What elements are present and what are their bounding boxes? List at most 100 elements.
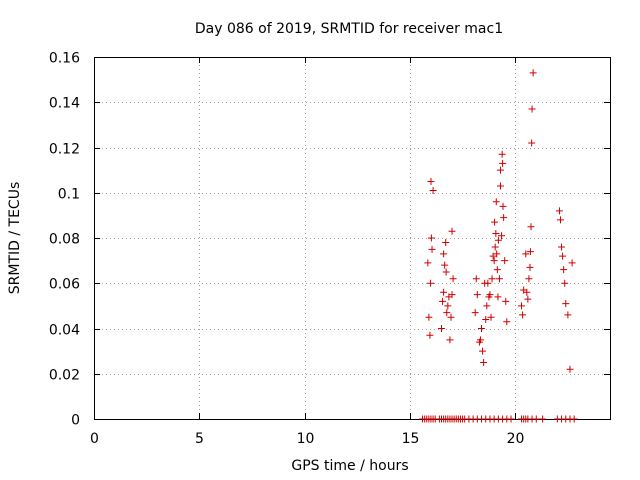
data-point: [529, 69, 537, 77]
data-point: [496, 182, 504, 190]
data-point: [424, 259, 432, 267]
data-point: [532, 415, 540, 423]
data-point: [555, 207, 563, 215]
data-point: [489, 252, 497, 260]
y-tick-label: 0.16: [49, 51, 80, 67]
y-axis-title: SRMTID / TECUs: [7, 182, 23, 295]
data-point: [487, 313, 495, 321]
data-point: [443, 309, 451, 317]
data-point: [525, 275, 533, 283]
data-point: [440, 250, 448, 258]
data-point: [442, 239, 450, 247]
data-point: [568, 259, 576, 267]
data-point: [559, 252, 567, 260]
data-point: [438, 325, 446, 332]
data-point: [500, 214, 508, 222]
data-point: [524, 295, 532, 303]
data-point: [473, 291, 481, 299]
data-point: [557, 216, 565, 224]
data-point: [499, 159, 507, 167]
data-point: [523, 288, 531, 296]
data-point: [428, 245, 436, 253]
data-point: [429, 186, 437, 194]
data-point: [488, 275, 496, 283]
data-point: [539, 415, 547, 423]
data-point: [522, 250, 530, 258]
tick-labels: 0 5 10 15 20 0 0.02 0.04 0.06 0.08 0.1 0.12 0.14 0.16: [49, 51, 525, 448]
x-tick-label: 15: [402, 431, 420, 447]
data-point: [448, 227, 456, 235]
data-point: [491, 218, 499, 226]
series-srmtid: [419, 69, 578, 423]
y-tick-label: 0.08: [49, 232, 80, 248]
data-point: [499, 202, 507, 210]
data-point: [502, 297, 510, 305]
x-axis-title: GPS time / hours: [291, 458, 408, 474]
ticks: [94, 57, 610, 420]
data-point: [479, 347, 487, 355]
data-point: [444, 302, 452, 310]
data-point: [447, 313, 455, 321]
data-point: [427, 234, 435, 242]
data-point: [442, 268, 450, 276]
y-tick-label: 0.1: [58, 187, 80, 203]
data-point: [493, 266, 501, 274]
data-point: [446, 336, 454, 344]
y-tick-label: 0.02: [49, 368, 80, 384]
y-tick-label: 0.06: [49, 277, 80, 293]
x-tick-label: 10: [297, 431, 315, 447]
data-point: [558, 243, 566, 251]
data-point: [519, 311, 527, 319]
data-point: [493, 250, 501, 258]
data-point: [526, 263, 534, 271]
data-point: [566, 365, 574, 373]
data-point: [560, 266, 568, 274]
grid: [94, 57, 610, 419]
data-point: [526, 248, 534, 256]
data-point: [427, 279, 435, 287]
data-point: [528, 105, 536, 113]
data-point: [492, 198, 500, 206]
y-tick-label: 0.12: [49, 142, 80, 158]
data-point: [501, 257, 509, 265]
data-point: [471, 309, 479, 317]
chart-title: Day 086 of 2019, SRMTID for receiver mac…: [195, 21, 503, 37]
y-tick-label: 0: [71, 413, 80, 429]
data-point: [439, 297, 447, 305]
data-point: [449, 275, 457, 283]
data-point: [483, 302, 491, 310]
data-point: [440, 288, 448, 296]
data-point: [495, 275, 503, 283]
data-point: [478, 325, 486, 332]
data-point: [482, 315, 490, 323]
data-point: [480, 358, 488, 366]
y-tick-label: 0.14: [49, 96, 80, 112]
data-point: [528, 139, 536, 147]
data-point: [484, 279, 492, 287]
x-tick-label: 0: [90, 431, 99, 447]
data-point: [491, 243, 499, 251]
data-point: [498, 232, 506, 240]
data-point: [518, 302, 526, 310]
data-point: [527, 223, 535, 231]
data-point: [503, 318, 511, 326]
data-point: [476, 336, 484, 344]
data-point: [427, 177, 435, 185]
plot-frame: [94, 57, 611, 420]
x-tick-label: 20: [507, 431, 525, 447]
data-point: [441, 261, 449, 269]
data-point: [498, 150, 506, 158]
data-point: [490, 257, 498, 265]
y-tick-label: 0.04: [49, 323, 80, 339]
data-point: [494, 236, 502, 244]
data-point: [562, 300, 570, 308]
x-tick-label: 5: [195, 431, 204, 447]
data-point: [426, 331, 434, 339]
data-point: [425, 313, 433, 321]
data-point: [507, 415, 515, 423]
data-point: [496, 166, 504, 174]
data-point: [486, 291, 494, 299]
data-point: [561, 279, 569, 287]
data-point: [564, 311, 572, 319]
